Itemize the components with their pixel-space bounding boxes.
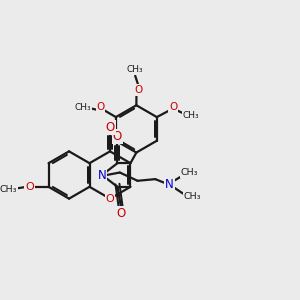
Text: O: O: [113, 130, 122, 143]
Text: O: O: [169, 102, 178, 112]
Text: CH₃: CH₃: [0, 185, 17, 194]
Text: N: N: [165, 178, 174, 190]
Text: CH₃: CH₃: [181, 168, 198, 177]
Text: O: O: [106, 194, 114, 204]
Text: CH₃: CH₃: [74, 103, 91, 112]
Text: CH₃: CH₃: [182, 111, 199, 120]
Text: N: N: [98, 169, 106, 182]
Text: O: O: [25, 182, 34, 192]
Text: O: O: [96, 102, 105, 112]
Text: O: O: [135, 85, 143, 95]
Text: CH₃: CH₃: [183, 192, 201, 201]
Text: O: O: [105, 121, 115, 134]
Text: CH₃: CH₃: [127, 65, 143, 74]
Text: O: O: [116, 207, 126, 220]
